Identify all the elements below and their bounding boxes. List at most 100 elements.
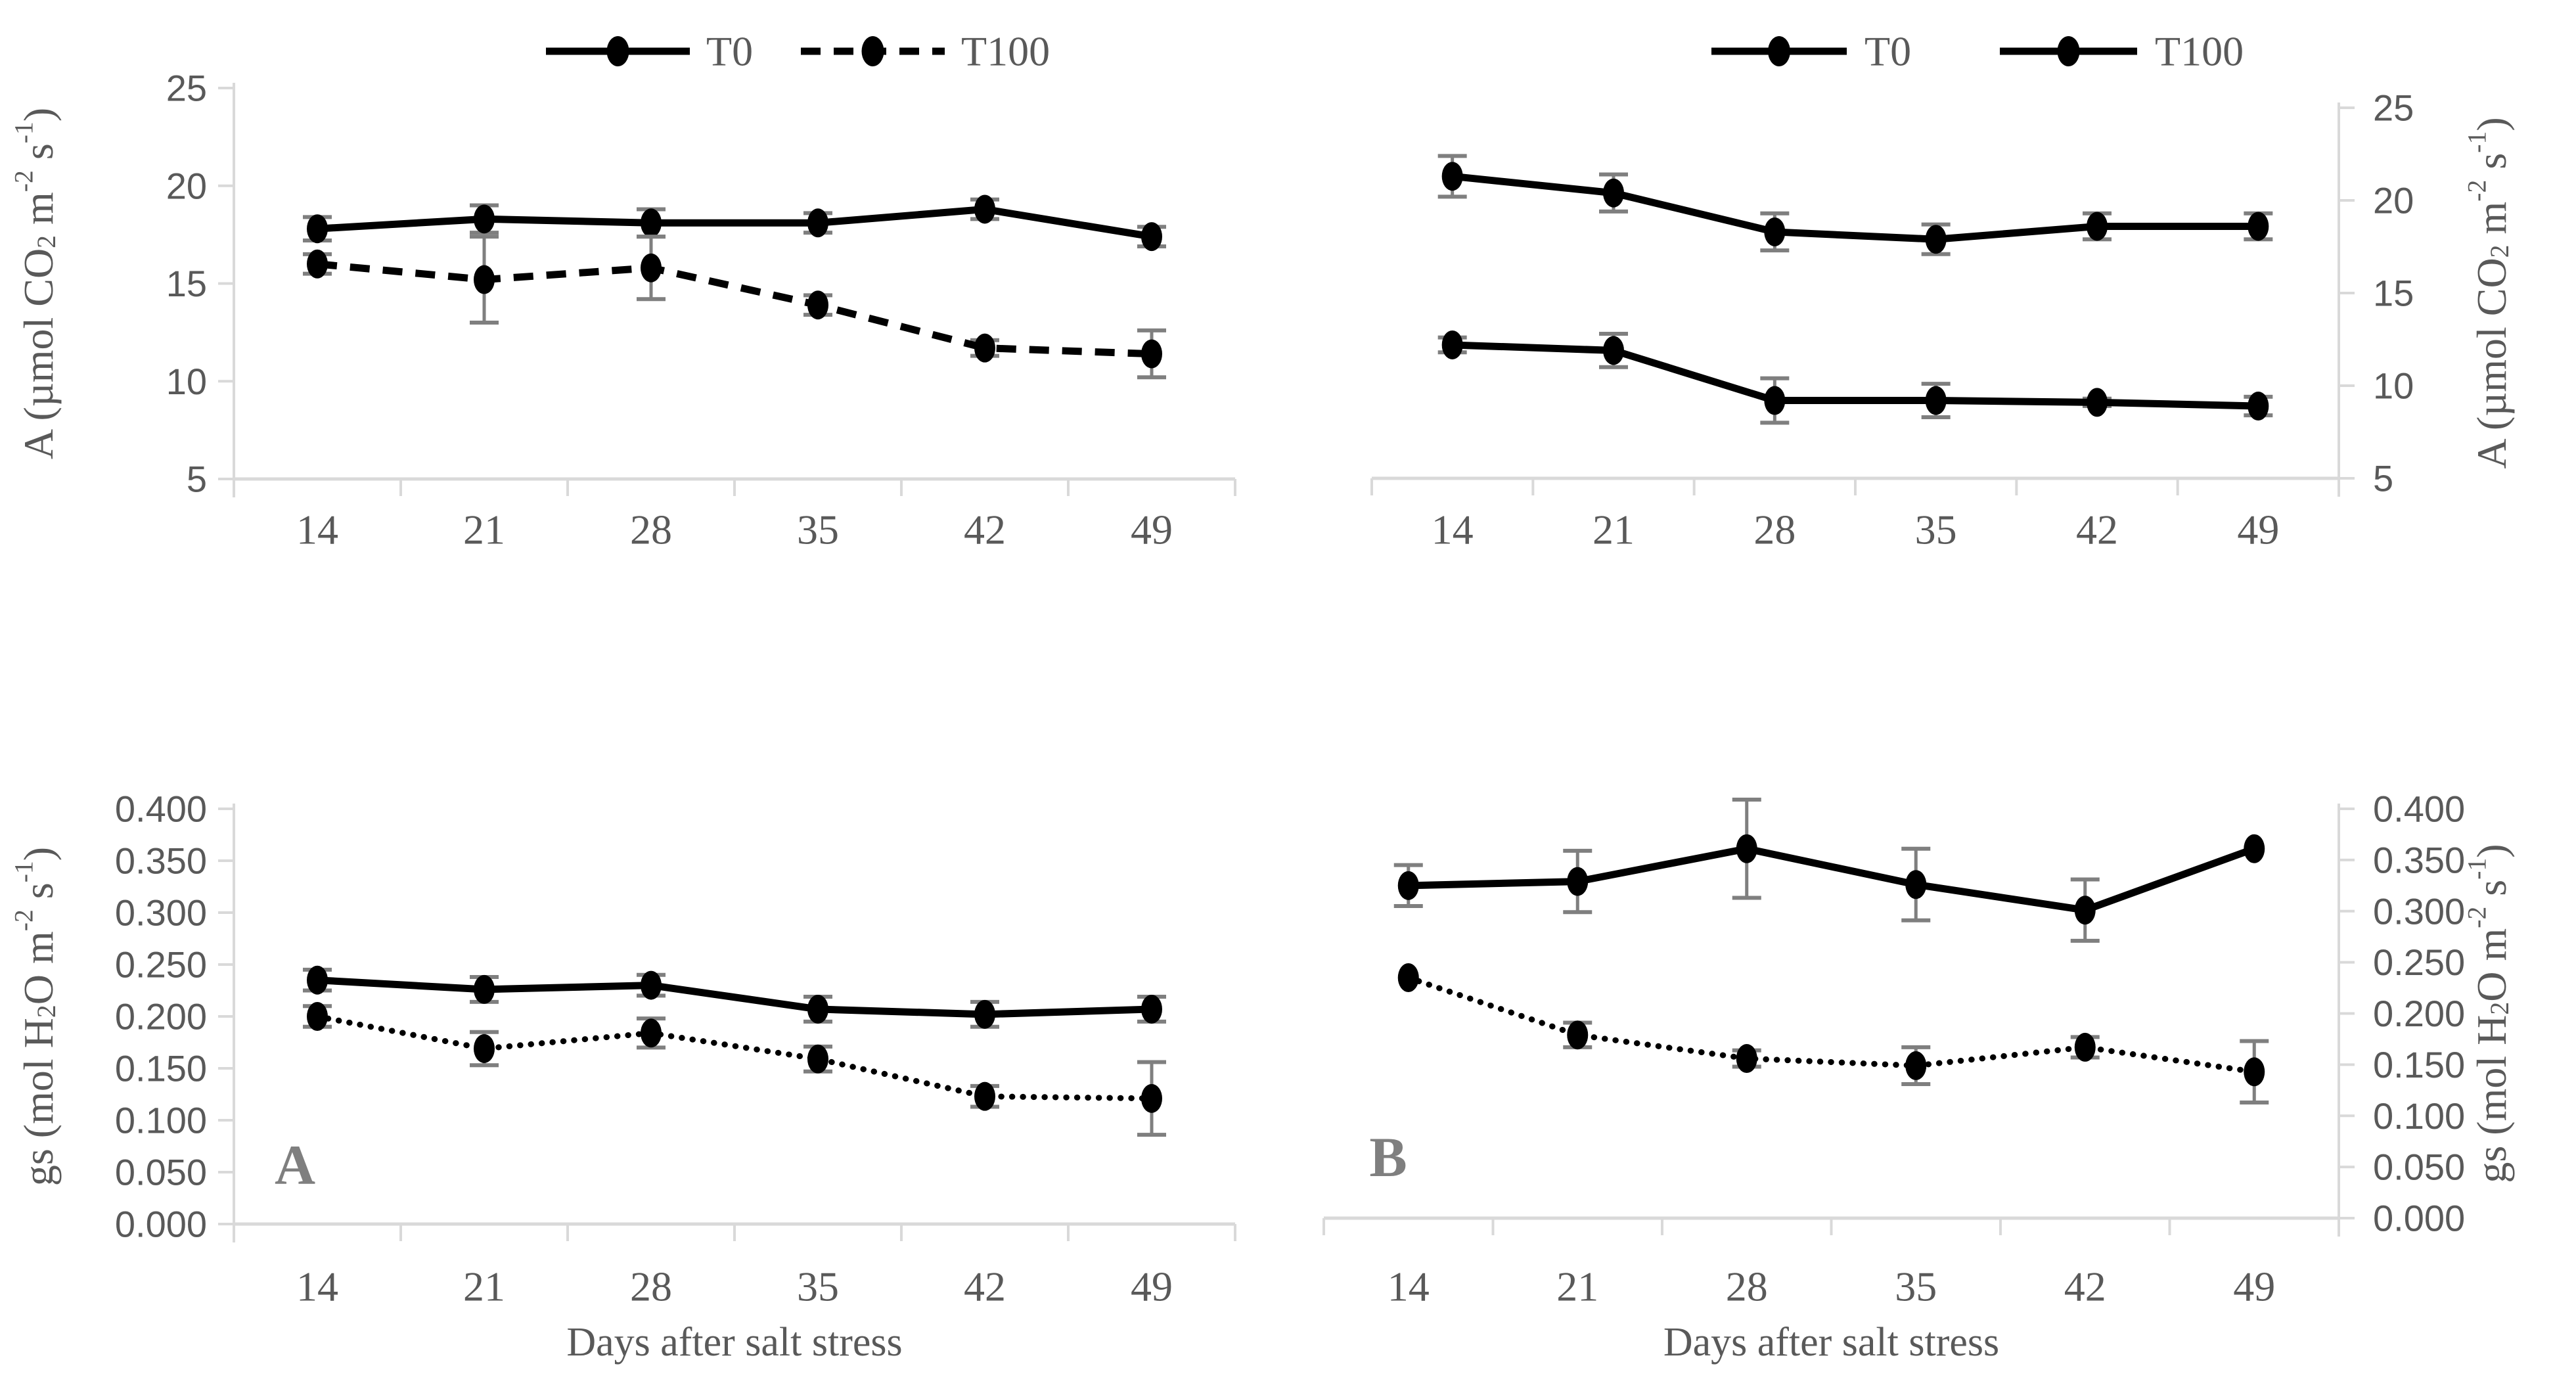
data-point-marker — [1736, 1044, 1757, 1074]
data-point-marker — [641, 1018, 662, 1048]
data-point-marker — [1397, 871, 1419, 900]
data-point-marker — [2087, 388, 2108, 417]
x-tick-label: 49 — [2233, 1263, 2275, 1310]
y-axis-title: gs (mol H2O m-2 s-1) — [9, 847, 61, 1186]
data-point-marker — [1141, 1083, 1162, 1113]
y-tick-label: 10 — [166, 361, 207, 402]
x-tick-label: 35 — [1915, 507, 1957, 553]
legend-label: T100 — [961, 28, 1050, 75]
y-tick-label: 0.400 — [2373, 788, 2465, 830]
data-point-marker — [1764, 386, 1786, 415]
data-point-marker — [307, 1002, 328, 1031]
x-axis: 14 21 28 35 42 49 — [233, 1222, 1236, 1310]
x-axis-title: Days after salt stress — [1663, 1320, 1999, 1365]
x-tick-label: 35 — [1895, 1263, 1937, 1310]
data-point-marker — [2074, 896, 2096, 925]
data-point-marker — [1141, 222, 1162, 252]
series-T100 — [303, 1002, 1166, 1137]
series-T0 — [1393, 797, 2265, 943]
data-point-marker — [1603, 336, 1624, 365]
x-tick-label: 28 — [1753, 507, 1796, 553]
y-tick-label: 5 — [2373, 458, 2393, 499]
y-axis: 5 10 15 20 25 — [2338, 87, 2414, 499]
data-point-marker — [1141, 994, 1162, 1024]
x-tick-label: 42 — [2064, 1263, 2106, 1310]
data-point-marker — [1567, 1020, 1589, 1050]
chart-panel-top-left: 5 10 15 20 25 14 21 28 35 42 49 T0 T100 A (µmol CO2 m… — [9, 28, 1236, 553]
x-tick-label: 21 — [1556, 1263, 1598, 1310]
y-tick-label: 0.050 — [2373, 1147, 2465, 1188]
series-T0 — [303, 194, 1166, 252]
data-point-marker — [641, 208, 662, 238]
y-tick-label: 0.400 — [115, 788, 207, 830]
y-axis-title: gs (mol H2O m-2 s-1) — [2462, 844, 2514, 1183]
data-point-marker — [474, 204, 495, 234]
y-tick-label: 0.000 — [2373, 1198, 2465, 1239]
x-axis: 14 21 28 35 42 49 — [233, 477, 1236, 553]
data-point-marker — [641, 970, 662, 1000]
data-point-marker — [807, 994, 828, 1024]
data-point-marker — [1925, 225, 1947, 254]
y-tick-label: 25 — [2373, 87, 2414, 129]
y-axis: 0.000 0.050 0.100 0.150 0.200 0.250 0.300 0.350… — [115, 788, 235, 1245]
data-point-marker — [2248, 212, 2269, 241]
x-tick-label: 14 — [296, 507, 338, 553]
data-point-marker — [474, 1034, 495, 1063]
series-T100 — [303, 235, 1166, 380]
legend-label: T100 — [2155, 28, 2244, 75]
y-tick-label: 0.050 — [115, 1152, 207, 1193]
y-tick-label: 5 — [187, 459, 207, 500]
x-tick-label: 49 — [1131, 1263, 1173, 1310]
x-tick-label: 42 — [964, 1263, 1006, 1310]
data-point-marker — [1567, 867, 1589, 896]
data-point-marker — [2087, 212, 2108, 241]
data-point-marker — [807, 208, 828, 238]
data-point-marker — [2248, 392, 2269, 421]
x-tick-label: 28 — [1726, 1263, 1768, 1310]
y-axis: 5 10 15 20 25 — [166, 68, 235, 500]
chart-panel-bottom-left: 0.000 0.050 0.100 0.150 0.200 0.250 0.300 0.350… — [9, 788, 1236, 1365]
data-point-marker — [807, 1044, 828, 1074]
data-point-marker — [807, 290, 828, 320]
y-tick-label: 0.350 — [2373, 839, 2465, 880]
data-point-marker — [307, 214, 328, 244]
y-axis: 0.000 0.050 0.100 0.150 0.200 0.250 0.300 0.350… — [2338, 788, 2465, 1239]
series-T100 — [1437, 330, 2273, 425]
x-tick-label: 21 — [463, 507, 505, 553]
x-axis: 14 21 28 35 42 49 — [1322, 1216, 2340, 1310]
y-tick-label: 0.150 — [2373, 1044, 2465, 1085]
chart-panel-top-right: 5 10 15 20 25 14 21 28 35 42 49 T0 T100 A (µmol CO2 m… — [1370, 28, 2515, 553]
data-point-marker — [474, 974, 495, 1004]
x-tick-label: 14 — [1388, 1263, 1430, 1310]
x-tick-label: 49 — [1131, 507, 1173, 553]
x-tick-label: 35 — [797, 507, 839, 553]
y-tick-label: 0.200 — [2373, 993, 2465, 1034]
data-point-marker — [1603, 178, 1624, 208]
series-T0 — [1437, 154, 2273, 256]
data-point-marker — [1736, 834, 1757, 863]
y-tick-label: 0.100 — [2373, 1095, 2465, 1137]
x-tick-label: 35 — [797, 1263, 839, 1310]
x-tick-label: 28 — [630, 507, 672, 553]
x-tick-label: 21 — [463, 1263, 505, 1310]
data-point-marker — [1441, 330, 1463, 359]
data-point-marker — [1764, 217, 1786, 246]
chart-panel-bottom-right: 0.000 0.050 0.100 0.150 0.200 0.250 0.300 0.350… — [1322, 788, 2515, 1365]
y-tick-label: 0.350 — [115, 840, 207, 882]
y-tick-label: 20 — [166, 165, 207, 206]
y-axis-title: A (µmol CO2 m-2 s-1) — [2462, 117, 2514, 468]
y-tick-label: 10 — [2373, 365, 2414, 407]
data-point-marker — [974, 333, 995, 363]
data-point-marker — [1397, 963, 1419, 992]
x-axis-title: Days after salt stress — [566, 1320, 902, 1365]
series-T0 — [303, 965, 1166, 1029]
legend: T0 T100 — [1711, 28, 2244, 75]
y-tick-label: 0.300 — [115, 892, 207, 934]
data-point-marker — [1905, 1051, 1927, 1080]
x-tick-label: 21 — [1593, 507, 1635, 553]
legend-label: T0 — [706, 28, 753, 75]
data-point-marker — [1925, 386, 1947, 415]
series-T100 — [1397, 963, 2269, 1105]
x-tick-label: 42 — [2076, 507, 2118, 553]
